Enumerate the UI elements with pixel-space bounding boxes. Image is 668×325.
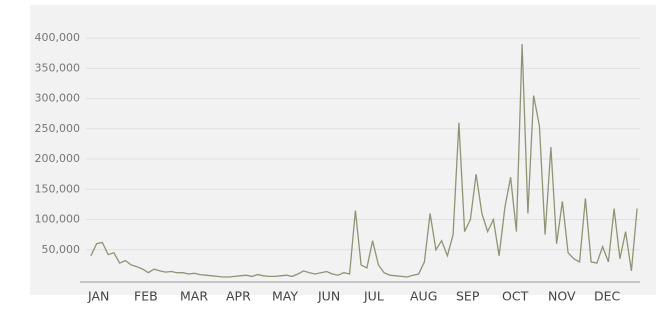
data-line [90, 44, 638, 278]
y-tick-label: 200,000 [35, 152, 81, 165]
x-tick-label: SEP [456, 289, 480, 304]
y-tick-label: 300,000 [35, 92, 81, 105]
y-tick-label: 100,000 [35, 213, 81, 226]
x-tick-label: APR [226, 289, 251, 304]
y-tick-label: 150,000 [35, 182, 81, 195]
x-tick-label: JUL [363, 289, 384, 304]
x-tick-label: FEB [134, 289, 158, 304]
y-tick-label: 400,000 [35, 31, 81, 44]
x-tick-label: AUG [410, 289, 437, 304]
x-tick-label: JAN [87, 289, 109, 304]
x-tick-label: MAY [272, 289, 298, 304]
y-tick-label: 350,000 [35, 61, 81, 74]
plot-background [30, 5, 656, 295]
x-tick-label: DEC [594, 289, 621, 304]
y-tick-label: 50,000 [42, 243, 81, 256]
x-tick-label: OCT [502, 289, 529, 304]
y-tick-label: 250,000 [35, 122, 81, 135]
x-tick-label: NOV [548, 289, 576, 304]
x-tick-label: MAR [180, 289, 208, 304]
x-tick-label: JUN [317, 289, 340, 304]
